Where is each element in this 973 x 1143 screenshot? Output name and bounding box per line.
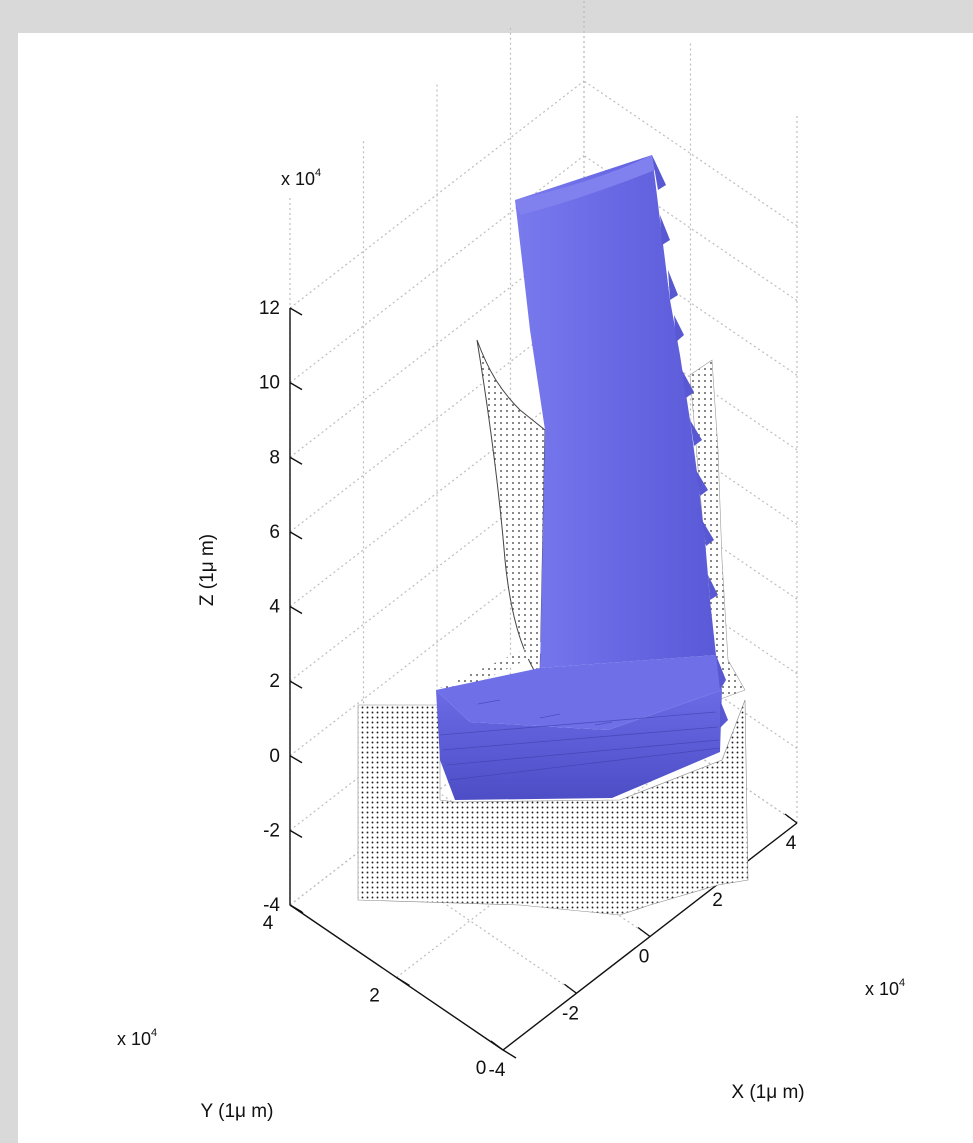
y-tick-label: 0 xyxy=(476,1058,487,1079)
z-multiplier: x 104 xyxy=(281,167,321,189)
y-multiplier: x 104 xyxy=(117,1027,157,1049)
x-multiplier-base: x 10 xyxy=(865,979,899,999)
z-tick-label: 0 xyxy=(269,746,280,767)
y-axis-label: Y (1μ m) xyxy=(201,1101,274,1122)
x-tick-label: -2 xyxy=(562,1003,579,1024)
x-tick xyxy=(637,926,651,938)
surface-base-top xyxy=(436,655,722,730)
x-tick xyxy=(564,983,577,994)
surface-tower xyxy=(515,155,716,668)
y-multiplier-base: x 10 xyxy=(117,1029,151,1049)
surface-tower-top xyxy=(515,155,655,215)
grid-wall-zx xyxy=(289,528,585,757)
surface-right-serration xyxy=(652,155,728,728)
x-axis-label: X (1μ m) xyxy=(731,1082,804,1103)
z-tick-label: 2 xyxy=(269,671,280,692)
point-cloud-diagonal xyxy=(440,640,548,696)
grid-wall-zx xyxy=(289,229,585,458)
grid-wall-zx xyxy=(289,80,585,309)
z-tick xyxy=(289,680,303,689)
point-cloud-base xyxy=(357,699,749,916)
axis-lines xyxy=(289,307,798,1059)
z-tick xyxy=(289,755,303,764)
z-multiplier-exponent: 4 xyxy=(315,167,321,179)
x-tick xyxy=(490,1040,504,1051)
point-cloud-series xyxy=(357,339,749,916)
z-tick-label: 10 xyxy=(259,373,280,394)
z-tick xyxy=(289,307,303,316)
z-tick-label: 8 xyxy=(269,447,280,468)
axes-panel xyxy=(18,33,973,1143)
grid-wall-zx xyxy=(289,155,585,384)
grid-wall-zx xyxy=(289,379,585,607)
z-tick xyxy=(289,605,303,615)
x-multiplier-exponent: 4 xyxy=(899,977,905,989)
x-tick-label: 2 xyxy=(712,890,723,911)
y-tick xyxy=(396,976,410,987)
x-tick-label: -4 xyxy=(489,1060,506,1081)
point-cloud-blade xyxy=(476,339,546,682)
z-tick-label: -4 xyxy=(263,895,280,916)
y-tick-label: 2 xyxy=(369,986,380,1007)
x-multiplier: x 104 xyxy=(865,977,905,999)
z-multiplier-base: x 10 xyxy=(281,169,315,189)
x-tick-label: 0 xyxy=(639,947,650,968)
z-axis-label: Z (1μ m) xyxy=(197,534,218,606)
z-tick-label: -2 xyxy=(263,820,280,841)
z-tick-label: 4 xyxy=(269,597,280,618)
z-tick xyxy=(289,456,303,465)
point-cloud-right-edge xyxy=(689,359,746,701)
z-tick xyxy=(289,382,303,391)
surface-series xyxy=(436,155,728,800)
x-tick xyxy=(784,813,798,824)
z-tick-label: 6 xyxy=(269,522,280,543)
grid-wall-zx xyxy=(289,453,585,682)
grid-wall-zx xyxy=(289,304,585,533)
y-tick-label: 4 xyxy=(263,913,274,934)
surface-base-layers xyxy=(439,699,721,781)
z-tick xyxy=(289,829,303,838)
z-tick-label: 12 xyxy=(259,298,280,319)
x-tick-label: 4 xyxy=(786,833,797,854)
y-tick xyxy=(502,1049,517,1059)
y-multiplier-exponent: 4 xyxy=(151,1027,157,1039)
z-tick xyxy=(289,904,303,913)
z-tick xyxy=(289,531,303,540)
